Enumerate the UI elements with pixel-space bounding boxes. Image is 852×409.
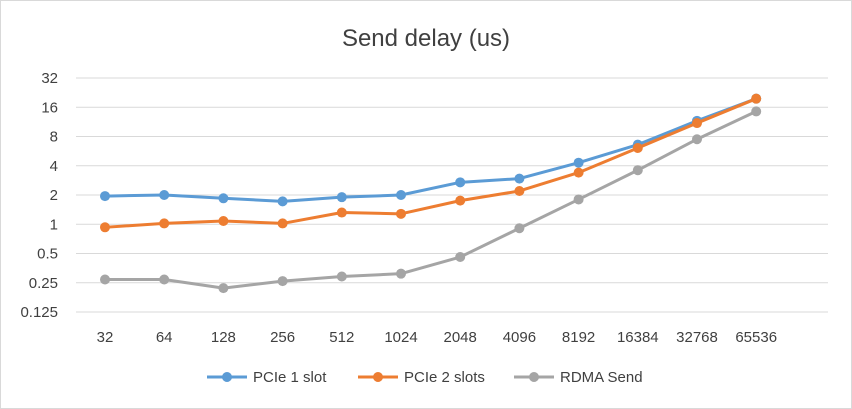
legend: PCIe 1 slot PCIe 2 slots RDMA Send [207, 369, 643, 386]
data-point [514, 223, 525, 234]
data-point [336, 192, 347, 203]
y-tick-label: 32 [41, 70, 58, 87]
y-axis-ticks: 0.125 0.25 0.5 1 2 4 8 16 32 [20, 70, 58, 321]
x-tick-label: 16384 [617, 329, 659, 346]
x-tick-label: 65536 [735, 329, 777, 346]
x-tick-label: 1024 [384, 329, 417, 346]
y-tick-label: 2 [50, 187, 58, 204]
data-point [277, 196, 288, 207]
data-point [455, 252, 466, 263]
data-point [396, 268, 406, 279]
data-point [218, 283, 229, 294]
data-point [336, 271, 347, 282]
data-point [218, 216, 229, 227]
x-tick-label: 32 [97, 329, 114, 346]
legend-entry: RDMA Send [514, 369, 643, 386]
data-point [277, 218, 288, 229]
legend-label: PCIe 2 slots [404, 369, 485, 386]
x-tick-label: 256 [270, 329, 295, 346]
legend-marker [222, 372, 232, 382]
legend-entry: PCIe 1 slot [207, 369, 327, 386]
data-point [514, 185, 525, 196]
data-point [455, 195, 466, 206]
data-point [218, 193, 229, 204]
y-tick-label: 1 [50, 216, 58, 233]
y-tick-label: 0.25 [29, 275, 58, 292]
legend-marker [529, 372, 539, 382]
data-point [100, 274, 110, 285]
y-tick-label: 8 [50, 129, 58, 146]
data-point [159, 274, 170, 285]
data-point [632, 165, 643, 176]
data-point [159, 190, 170, 200]
x-tick-label: 128 [211, 329, 236, 346]
data-point [396, 190, 406, 200]
chart-title: Send delay (us) [342, 25, 510, 52]
series-1 [100, 93, 762, 233]
y-tick-label: 4 [50, 158, 58, 175]
data-point [100, 191, 110, 202]
data-point [514, 173, 525, 184]
x-tick-label: 8192 [562, 329, 595, 346]
data-point [692, 118, 702, 129]
data-point [573, 194, 584, 205]
data-point [573, 157, 584, 168]
legend-label: RDMA Send [560, 369, 643, 386]
series-line [104, 97, 757, 203]
data-point [277, 276, 288, 287]
data-point [455, 177, 466, 188]
legend-label: PCIe 1 slot [253, 369, 327, 386]
series-group [100, 93, 762, 294]
data-point [751, 93, 762, 104]
series-line [104, 97, 757, 229]
series-0 [100, 93, 762, 207]
data-point [100, 222, 110, 233]
data-point [632, 142, 643, 153]
x-tick-label: 2048 [444, 329, 477, 346]
y-tick-label: 16 [41, 99, 58, 116]
data-point [573, 167, 584, 178]
legend-entry: PCIe 2 slots [358, 369, 485, 386]
x-tick-label: 32768 [676, 329, 718, 346]
series-line [105, 110, 757, 290]
y-tick-label: 0.5 [37, 246, 58, 263]
data-point [159, 218, 170, 229]
x-tick-label: 64 [156, 329, 173, 346]
series-2 [100, 106, 762, 294]
x-tick-label: 4096 [503, 329, 536, 346]
data-point [751, 106, 762, 117]
x-axis-ticks: 32 64 128 256 512 1024 2048 4096 8192 16384 32768 6… [97, 329, 777, 346]
y-tick-label: 0.125 [20, 304, 58, 321]
legend-marker [373, 372, 383, 382]
data-point [396, 208, 406, 219]
data-point [692, 134, 702, 145]
data-point [336, 207, 347, 218]
x-tick-label: 512 [329, 329, 354, 346]
